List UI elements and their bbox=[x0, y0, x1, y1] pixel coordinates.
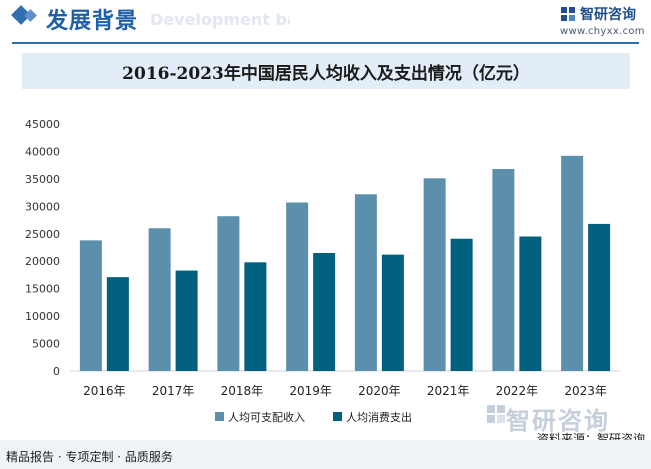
y-tick-label: 20000 bbox=[25, 255, 60, 268]
bar-expense bbox=[450, 238, 473, 371]
bar-chart: 0 5000 10000 15000 20000 25000 30000 35000 40000… bbox=[25, 118, 620, 424]
footer-slogan: 精品报告 · 专项定制 · 品质服务 bbox=[6, 450, 173, 464]
y-tick-label: 45000 bbox=[25, 118, 60, 131]
brand-name: 智研咨询 bbox=[580, 7, 636, 23]
chart-title: 2016-2023年中国居民人均收入及支出情况（亿元） bbox=[122, 63, 530, 84]
brand-logo-icon bbox=[561, 7, 575, 21]
brand-url[interactable]: www.chyxx.com bbox=[560, 26, 645, 37]
bar-income bbox=[561, 155, 584, 371]
bar-expense bbox=[175, 270, 198, 371]
bar-expense bbox=[313, 252, 336, 371]
bar-expense bbox=[381, 254, 404, 371]
header: 发展背景 Development background 智研咨询 www.chy… bbox=[0, 0, 651, 44]
x-tick-label: 2021年 bbox=[427, 384, 470, 398]
bar-expense bbox=[244, 262, 267, 371]
bar-income bbox=[354, 194, 377, 371]
y-tick-label: 10000 bbox=[25, 310, 60, 323]
legend-label: 人均可支配收入 bbox=[228, 410, 305, 424]
y-tick-label: 25000 bbox=[25, 228, 60, 241]
x-tick-label: 2020年 bbox=[358, 384, 401, 398]
footer: 精品报告 · 专项定制 · 品质服务 bbox=[0, 440, 651, 469]
legend-swatch bbox=[215, 412, 224, 421]
bar-expense bbox=[106, 277, 129, 371]
bar-expense bbox=[588, 223, 611, 371]
x-tick-label: 2017年 bbox=[152, 384, 195, 398]
x-tick-label: 2022年 bbox=[496, 384, 539, 398]
bar-income bbox=[423, 178, 446, 371]
legend-label: 人均消费支出 bbox=[346, 410, 412, 424]
x-tick-label: 2019年 bbox=[289, 384, 332, 398]
watermark-text: 智研咨询 bbox=[506, 407, 610, 435]
section-title: 发展背景 bbox=[46, 9, 139, 34]
bar-income bbox=[492, 169, 515, 371]
watermark-logo-icon bbox=[487, 405, 505, 423]
y-tick-label: 40000 bbox=[25, 145, 60, 158]
bar-income bbox=[148, 228, 171, 371]
y-tick-label: 15000 bbox=[25, 283, 60, 296]
x-tick-label: 2023年 bbox=[564, 384, 607, 398]
x-tick-label: 2018年 bbox=[221, 384, 264, 398]
header-divider bbox=[12, 42, 639, 44]
bar-income bbox=[286, 202, 309, 371]
bar-expense bbox=[519, 236, 542, 371]
y-tick-label: 5000 bbox=[32, 338, 60, 351]
chart-title-bar: 2016-2023年中国居民人均收入及支出情况（亿元） bbox=[22, 53, 630, 89]
bar-income bbox=[217, 216, 240, 371]
legend-swatch bbox=[333, 412, 342, 421]
y-tick-label: 0 bbox=[53, 365, 60, 378]
section-title-en: Development background bbox=[150, 10, 290, 29]
bar-income bbox=[79, 240, 102, 371]
y-tick-label: 35000 bbox=[25, 173, 60, 186]
y-tick-label: 30000 bbox=[25, 200, 60, 213]
x-tick-label: 2016年 bbox=[83, 384, 126, 398]
